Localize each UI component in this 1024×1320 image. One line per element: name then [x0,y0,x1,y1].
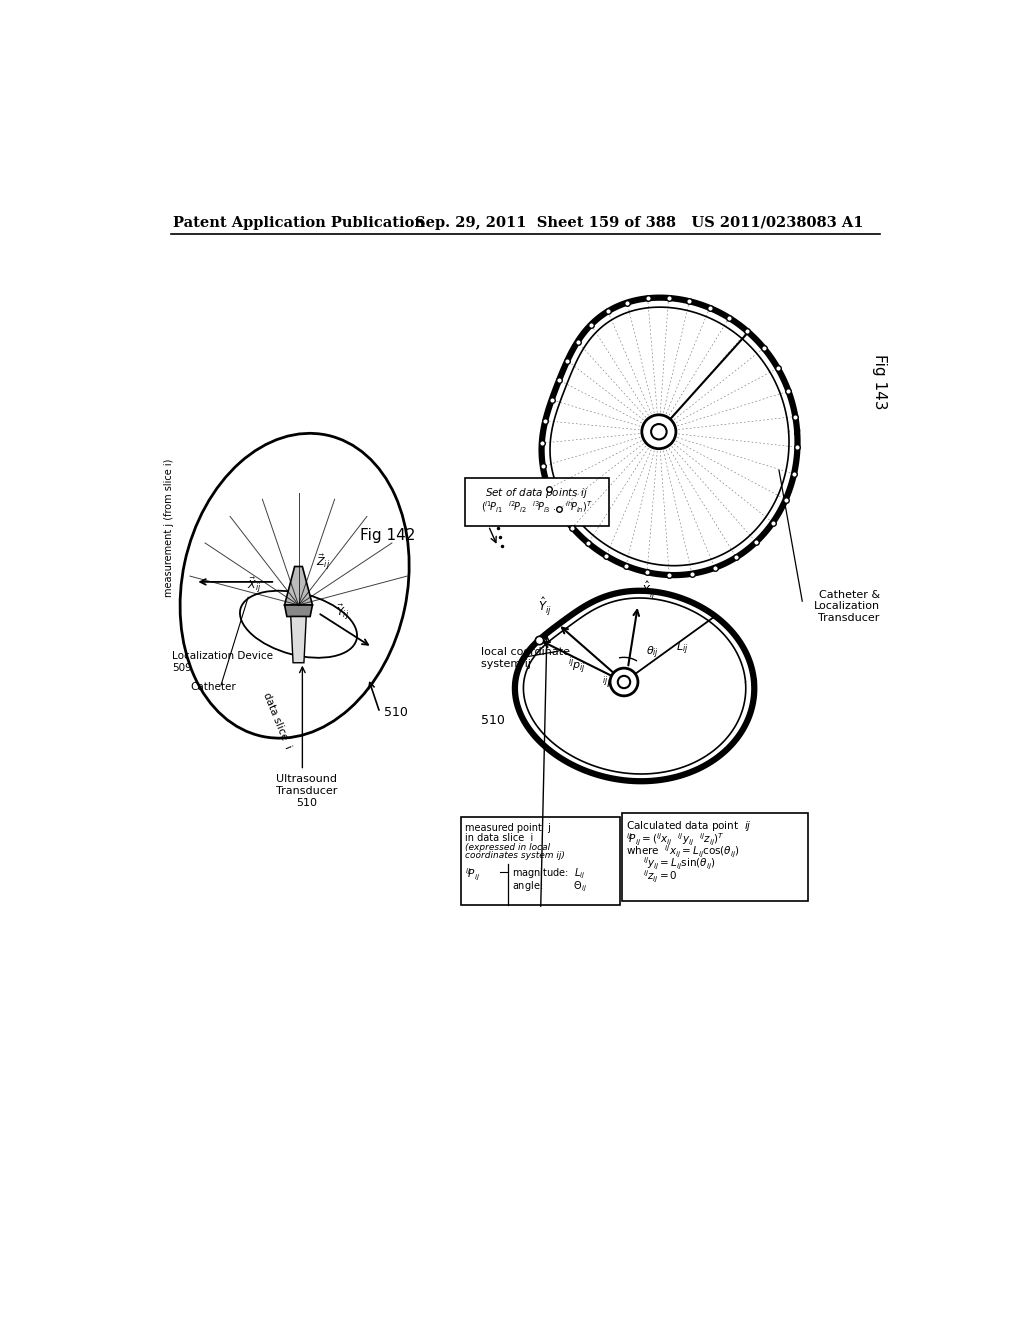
FancyBboxPatch shape [461,817,621,906]
Text: $\vec{X}_{ij}$: $\vec{X}_{ij}$ [247,576,261,595]
Text: Transducer: Transducer [818,612,880,623]
Text: Localization Device: Localization Device [172,651,273,661]
Polygon shape [515,591,755,781]
Text: $^{ij}y_{ij} = L_{ij}\sin(\theta_{ij})$: $^{ij}y_{ij} = L_{ij}\sin(\theta_{ij})$ [643,857,716,873]
Text: $^{ij}\!P_{ij}$: $^{ij}\!P_{ij}$ [465,867,480,883]
FancyBboxPatch shape [465,478,608,525]
Text: local coordinate
system ij: local coordinate system ij [480,647,569,669]
Polygon shape [285,605,312,616]
Text: $^{ij}P_{ij}$: $^{ij}P_{ij}$ [602,675,620,694]
Text: 510: 510 [480,714,505,727]
Polygon shape [523,598,745,774]
Text: measurement j (from slice i): measurement j (from slice i) [165,459,174,597]
Polygon shape [285,566,312,605]
Text: Patent Application Publication: Patent Application Publication [173,216,425,230]
Text: $^{ij}p_{ij}$: $^{ij}p_{ij}$ [568,655,586,676]
Text: angle:          $\Theta_{ij}$: angle: $\Theta_{ij}$ [512,880,587,894]
Text: $^{ij}\!P_{ij} = (^{ij}x_{ij}\ \ ^{ij}y_{ij}\ \ ^{ij}z_{ij})^T$: $^{ij}\!P_{ij} = (^{ij}x_{ij}\ \ ^{ij}y_… [626,832,724,847]
Text: magnitude:  $L_{ij}$: magnitude: $L_{ij}$ [512,867,585,882]
Text: Sep. 29, 2011  Sheet 159 of 388   US 2011/0238083 A1: Sep. 29, 2011 Sheet 159 of 388 US 2011/0… [415,216,863,230]
Text: data slice  i: data slice i [261,690,293,750]
Text: 510: 510 [384,706,408,719]
Text: 509: 509 [172,663,191,673]
Text: Set of data points $ij$: Set of data points $ij$ [485,486,589,500]
Text: where  $^{ij}x_{ij} = L_{ij}\cos(\theta_{ij})$: where $^{ij}x_{ij} = L_{ij}\cos(\theta_{… [626,843,739,859]
Text: $\theta_{ij}$: $\theta_{ij}$ [646,644,658,661]
Text: $\hat{Y}_{ij}$: $\hat{Y}_{ij}$ [538,594,552,616]
Text: Fig 143: Fig 143 [872,354,888,409]
Text: $L_{ij}$: $L_{ij}$ [676,640,688,657]
Text: $\hat{X}_{ij}$: $\hat{X}_{ij}$ [641,579,656,601]
Text: Catheter &
Localization: Catheter & Localization [814,590,880,611]
Text: ($^{i1}\!P_{i1}$  $^{i2}\!P_{i2}$  $^{i3}\!P_{i3}$ ... $^{in}\!P_{in}$)$^T$: ($^{i1}\!P_{i1}$ $^{i2}\!P_{i2}$ $^{i3}\… [481,499,593,515]
Polygon shape [550,308,790,566]
Polygon shape [542,297,798,576]
Circle shape [617,676,630,688]
Text: Calculated data point  $ij$: Calculated data point $ij$ [626,818,752,833]
Polygon shape [291,616,306,663]
Text: in data slice  i: in data slice i [465,833,534,843]
Text: $\vec{Z}_{ij}$: $\vec{Z}_{ij}$ [315,553,330,573]
Circle shape [642,414,676,449]
Text: Fig 142: Fig 142 [360,528,416,544]
Circle shape [610,668,638,696]
Text: $\vec{Y}_{ij}$: $\vec{Y}_{ij}$ [336,603,349,623]
FancyBboxPatch shape [622,813,808,902]
Text: (expressed in local: (expressed in local [465,843,550,851]
Text: measured point  j: measured point j [465,822,551,833]
Text: Catheter: Catheter [190,682,236,692]
Text: coordinates system ij): coordinates system ij) [465,851,565,861]
Circle shape [651,424,667,440]
Text: $^{ij}z_{ij} = 0$: $^{ij}z_{ij} = 0$ [643,869,678,884]
Text: Ultrasound
Transducer
510: Ultrasound Transducer 510 [275,775,337,808]
